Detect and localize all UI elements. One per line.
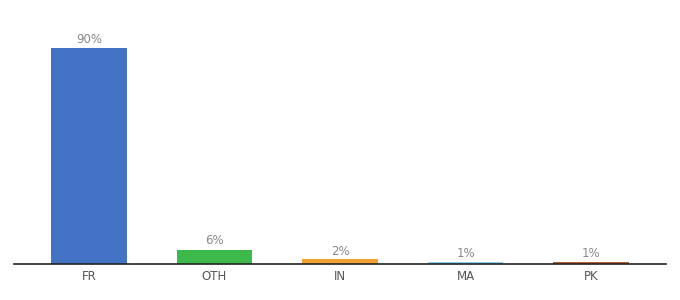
- Text: 90%: 90%: [76, 33, 102, 46]
- Bar: [51, 48, 126, 264]
- Bar: [177, 250, 252, 264]
- Text: 1%: 1%: [582, 248, 600, 260]
- Text: 1%: 1%: [456, 248, 475, 260]
- Bar: [303, 259, 377, 264]
- Bar: [554, 262, 629, 264]
- Text: 6%: 6%: [205, 234, 224, 247]
- Text: 2%: 2%: [330, 245, 350, 258]
- Bar: [428, 262, 503, 264]
